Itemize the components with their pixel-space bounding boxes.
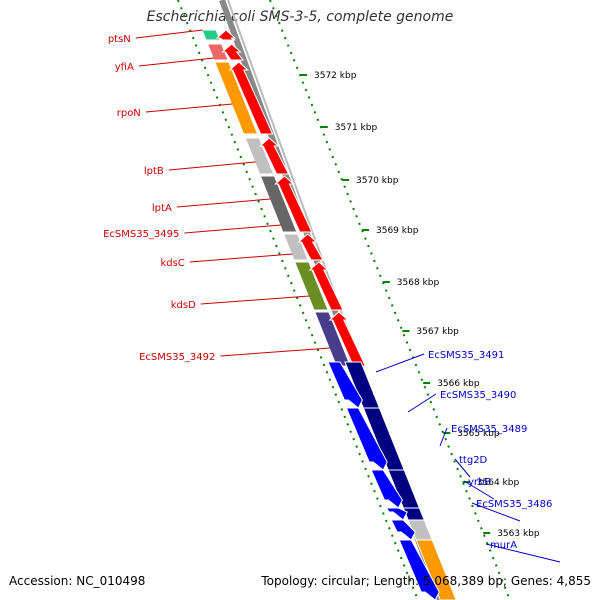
forward-gene-label: EcSMS35_3492 [139,352,215,363]
reverse-gene-leader [454,458,471,478]
kbp-tick-label: 3572 kbp [314,71,357,81]
forward-class-bar [294,261,329,311]
forward-gene-leader [189,253,293,263]
forward-gene-arrow [221,43,245,61]
genome-summary: Topology: circular; Length: 5,068,389 bp… [261,574,591,588]
kbp-tick-label: 3565 kbp [457,429,500,439]
forward-gene-label: rpoN [117,108,141,119]
forward-gene-label: kdsC [160,258,184,269]
tick-marks: 3572 kbp 3571 kbp 3570 kbp 3569 kbp 3568 kbp… [177,0,540,600]
forward-gene-label: EcSMS35_3495 [103,229,179,240]
kbp-tick-label: 3563 kbp [497,529,540,539]
reverse-gene-label: yrbB [468,477,491,488]
reverse-gene-leader [485,543,561,563]
reverse-gene-leader [471,502,521,522]
reverse-gene-label: ttg2D [459,455,488,466]
forward-gene-arrow [274,175,313,233]
kbp-tick-label: 3571 kbp [335,123,378,133]
forward-gene-leader [145,103,233,113]
forward-class-bar [206,43,229,61]
kbp-tick-label: 3567 kbp [416,327,459,337]
accession-text: Accession: NC_010498 [9,574,146,588]
kbp-tick-label: 3569 kbp [376,226,419,236]
forward-gene-leader [184,224,281,234]
forward-strand [201,29,367,367]
reverse-gene-label: EcSMS35_3490 [440,390,516,401]
forward-gene-arrow [308,261,344,311]
reverse-gene-label: EcSMS35_3491 [428,350,504,361]
kbp-tick-label: 3570 kbp [356,176,399,186]
gene-labels: ptsN yfiA rpoN lptB lptA EcSMS35_3495 kdsC kdsD… [103,29,561,563]
reverse-gene-label: EcSMS35_3486 [476,499,552,510]
kbp-tick-label: 3564 kbp [477,478,520,488]
forward-gene-label: ptsN [108,34,131,45]
forward-gene-leader [220,347,331,357]
forward-gene-label: kdsD [171,300,196,311]
forward-gene-leader [176,198,271,208]
reverse-gene-leader [439,427,448,447]
forward-gene-leader [135,29,203,39]
reverse-gene-leader [375,353,425,373]
forward-gene-leader [200,295,310,305]
genome-title: Escherichia coli SMS-3-5, complete genom… [146,9,454,25]
forward-gene-leader [168,161,256,171]
reverse-gene-leader [463,480,495,500]
forward-class-bar [214,61,259,135]
kbp-tick-label: 3566 kbp [437,379,480,389]
inner-tick-track [177,0,419,600]
forward-gene-arrow [228,61,274,135]
forward-gene-label: lptA [152,203,172,214]
reverse-gene-leader [407,393,437,413]
forward-gene-leader [138,57,215,67]
reverse-gene-label: murA [490,540,517,551]
kbp-tick-label: 3568 kbp [397,278,440,288]
forward-gene-arrow [297,233,324,261]
forward-gene-arrow [215,29,237,41]
forward-gene-label: lptB [144,166,164,177]
forward-gene-arrow [258,137,290,175]
reverse-gene-label: EcSMS35_3489 [451,424,527,435]
reverse-strand [327,361,457,600]
forward-class-bar [259,175,298,233]
forward-gene-label: yfiA [115,62,134,73]
reverse-gene-arrow [398,539,440,600]
forward-class-bar [282,233,309,261]
forward-class-bar [201,29,221,41]
